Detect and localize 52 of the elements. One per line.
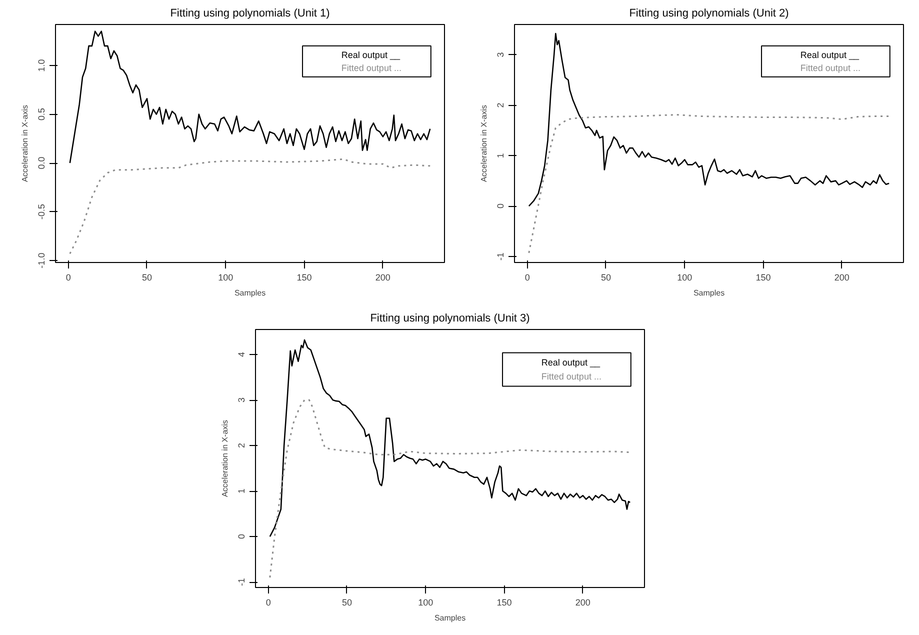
y-tick-label: 0	[236, 534, 246, 540]
y-tick-label: 0.0	[36, 156, 46, 170]
chart-title: Fitting using polynomials (Unit 2)	[629, 8, 789, 20]
x-tick-label: 200	[375, 272, 390, 282]
chart-title: Fitting using polynomials (Unit 1)	[170, 8, 330, 20]
y-tick-label: 1	[496, 153, 506, 158]
x-tick-label: 50	[600, 272, 611, 282]
x-axis-title: Samples	[693, 288, 725, 298]
line-series	[269, 339, 631, 538]
y-tick-label: -1	[496, 252, 506, 260]
y-tick-label: 4	[236, 352, 246, 358]
y-tick-label: -1.0	[36, 252, 46, 268]
y-tick-label: 2	[496, 102, 506, 108]
x-tick-label: 150	[756, 272, 771, 282]
y-tick-label: -1	[236, 578, 246, 586]
x-tick-label: 0	[66, 272, 71, 282]
y-tick-label: 3	[496, 52, 506, 58]
y-tick-label: 0	[496, 204, 506, 209]
text: Real output __	[341, 50, 401, 60]
text: Fitted output ...	[541, 371, 602, 382]
y-axis-title: Acceleration in X-axis	[220, 420, 230, 497]
x-tick-label: 100	[418, 598, 434, 608]
line-series	[69, 158, 431, 254]
line-series	[69, 30, 431, 164]
text: Fitted output ...	[800, 62, 860, 73]
x-tick-label: 50	[142, 272, 152, 282]
text: Real output __	[541, 358, 601, 368]
y-tick-label: 0.5	[36, 108, 46, 120]
y-axis-title: Acceleration in X-axis	[480, 105, 488, 182]
x-tick-label: 50	[342, 598, 352, 608]
x-tick-label: 0	[266, 598, 271, 608]
line-series	[269, 399, 631, 578]
y-tick-label: 1	[236, 488, 246, 494]
y-tick-label: 2	[236, 443, 246, 448]
x-axis-title: Samples	[434, 614, 466, 622]
x-tick-label: 0	[524, 272, 530, 282]
line-series	[528, 32, 890, 207]
line-series	[528, 114, 890, 254]
chart-title: Fitting using polynomials (Unit 3)	[370, 312, 530, 324]
x-tick-label: 100	[677, 272, 692, 282]
y-tick-label: 1.0	[36, 59, 46, 72]
x-tick-label: 150	[296, 272, 312, 282]
y-axis-title: Acceleration in X-axis	[20, 105, 30, 182]
y-tick-label: -0.5	[36, 204, 46, 220]
x-axis-title: Samples	[234, 288, 266, 298]
x-tick-label: 200	[834, 272, 850, 282]
y-tick-label: 3	[236, 398, 246, 403]
text: Fitted output ...	[341, 62, 402, 73]
x-tick-label: 150	[496, 598, 512, 608]
text: Real output __	[800, 50, 860, 60]
x-tick-label: 200	[575, 598, 590, 608]
x-tick-label: 100	[218, 272, 234, 282]
